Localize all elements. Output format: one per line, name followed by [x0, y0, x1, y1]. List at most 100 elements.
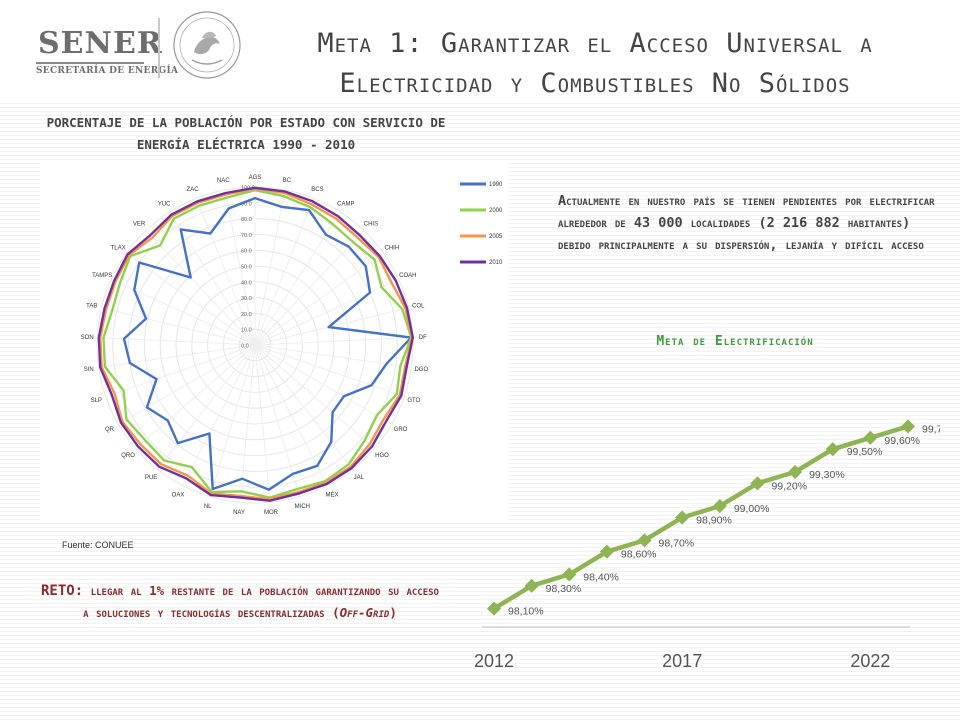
- legend-label-2010: 2010: [489, 260, 503, 266]
- radar-spoke: [145, 230, 256, 346]
- challenge-offgrid: Off-Grid: [339, 605, 390, 620]
- radar-category-label: SIN: [84, 367, 94, 373]
- line-chart-title: Meta de Electrificación: [656, 334, 814, 349]
- radar-series-2005: [99, 187, 414, 501]
- legend-label-2000: 2000: [489, 208, 503, 214]
- radar-spoke: [210, 344, 256, 497]
- description-text: Actualmente en nuestro país se tienen pe…: [558, 193, 935, 253]
- radar-spoke: [254, 189, 286, 346]
- electrification-line: [492, 424, 909, 611]
- sener-logo-subtitle: SECRETARÍA DE ENERGÍA: [36, 66, 179, 76]
- radar-spoke: [105, 344, 256, 398]
- radar-spoke: [254, 278, 399, 346]
- radar-r-tick: 10.0: [241, 328, 252, 334]
- radar-category-label: ZAC: [187, 187, 200, 193]
- radar-r-tick: 0.0: [241, 344, 249, 350]
- logo-underline: [36, 62, 144, 64]
- data-label: 98,70%: [659, 537, 695, 549]
- radar-spoke: [156, 344, 256, 470]
- radar-series-2000: [102, 189, 413, 499]
- radar-category-label: DGO: [414, 367, 428, 373]
- radar-category-label: PUE: [145, 475, 157, 481]
- radar-spoke: [117, 344, 256, 425]
- radar-r-tick: 90.0: [241, 201, 252, 207]
- radar-spoke: [254, 344, 405, 398]
- data-label: 99,00%: [734, 503, 770, 515]
- radar-spoke: [254, 344, 300, 497]
- radar-category-label: CAMP: [337, 202, 354, 208]
- data-label: 99,60%: [884, 435, 920, 447]
- page-title-line-2: Electricidad y Combustibles No Sólidos: [339, 68, 851, 99]
- radar-category-label: COL: [412, 303, 425, 309]
- radar-category-label: NL: [204, 504, 212, 510]
- radar-series-2010: [97, 186, 414, 502]
- challenge-lead: RETO:: [41, 583, 84, 599]
- mexico-seal-icon: [173, 11, 241, 79]
- radar-spoke: [195, 198, 256, 346]
- data-point: [675, 510, 690, 525]
- radar-category-label: MICH: [295, 504, 310, 510]
- radar-category-label: BCS: [311, 187, 323, 193]
- header: SENER SECRETARÍA DE ENERGÍA Meta 1: Gara…: [0, 0, 960, 100]
- radar-category-label: CHIH: [385, 246, 400, 252]
- radar-category-label: VER: [133, 221, 146, 227]
- data-label: 99,70%: [922, 423, 940, 435]
- radar-category-label: CHIS: [364, 221, 378, 227]
- radar-chart-title: Porcentaje de la población por estado co…: [46, 115, 446, 152]
- radar-category-label: GRO: [394, 427, 408, 433]
- radar-category-label: GTO: [407, 398, 420, 404]
- data-label: 99,20%: [771, 480, 807, 492]
- data-label: 98,30%: [546, 583, 582, 595]
- line-chart: 98,10%98,30%98,40%98,60%98,70%98,90%99,0…: [474, 419, 940, 671]
- x-tick-label: 2012: [474, 651, 514, 671]
- radar-series-1990: [122, 196, 413, 491]
- page-title-line-1: Meta 1: Garantizar el Acceso Universal a: [317, 28, 873, 59]
- radar-spoke: [254, 336, 413, 346]
- radar-category-label: TAMPS: [92, 273, 112, 279]
- radar-category-label: QRO: [121, 453, 135, 459]
- radar-category-label: SLP: [91, 398, 102, 404]
- radar-spoke: [126, 252, 256, 346]
- radar-spoke: [254, 198, 315, 346]
- radar-spoke: [169, 211, 256, 346]
- radar-r-tick: 40.0: [241, 280, 252, 286]
- radar-category-label: YUC: [158, 202, 171, 208]
- radar-category-label: AGS: [249, 175, 262, 181]
- data-point: [637, 533, 652, 548]
- radar-spoke: [254, 344, 393, 425]
- radar-r-tick: 60.0: [241, 249, 252, 255]
- radar-spoke: [254, 252, 384, 346]
- radar-category-label: TLAX: [111, 246, 126, 252]
- radar-spoke: [254, 344, 412, 368]
- data-point: [900, 419, 916, 434]
- data-label: 98,60%: [621, 549, 657, 561]
- sener-logo: SENER: [38, 26, 163, 61]
- data-label: 98,90%: [696, 515, 732, 527]
- radar-category-label: BC: [283, 178, 292, 184]
- radar-r-tick: 70.0: [241, 233, 252, 239]
- challenge-body: llegar al 1% restante de la población ga…: [83, 583, 439, 620]
- challenge-text: RETO: llegar al 1% restante de la poblac…: [40, 580, 440, 624]
- data-point: [524, 578, 539, 593]
- radar-spoke: [254, 344, 354, 470]
- data-label: 99,30%: [809, 469, 845, 481]
- page-title: Meta 1: Garantizar el Acceso Universal a…: [250, 24, 940, 104]
- radar-category-label: COAH: [399, 273, 416, 279]
- radar-spoke: [254, 344, 328, 486]
- radar-r-tick: 30.0: [241, 296, 252, 302]
- data-point: [863, 430, 878, 445]
- legend-label-1990: 1990: [489, 182, 503, 188]
- data-label: 98,40%: [583, 571, 619, 583]
- radar-spoke: [135, 344, 256, 449]
- radar-chart: 0.0 10.0 20.0 30.0 40.0 50.0 60.0 70.0 80.0 90.0 1…: [81, 175, 503, 516]
- radar-r-tick: 50.0: [241, 265, 252, 271]
- radar-category-label: MOR: [264, 510, 279, 516]
- x-tick-label: 2017: [662, 651, 702, 671]
- data-label: 99,50%: [847, 446, 883, 458]
- x-tick-label: 2022: [850, 651, 890, 671]
- radar-category-label: HGO: [375, 453, 389, 459]
- radar-r-tick: 20.0: [241, 312, 252, 318]
- radar-category-label: OAX: [172, 492, 185, 498]
- radar-category-label: TAB: [86, 303, 97, 309]
- radar-category-label: NAC: [217, 178, 230, 184]
